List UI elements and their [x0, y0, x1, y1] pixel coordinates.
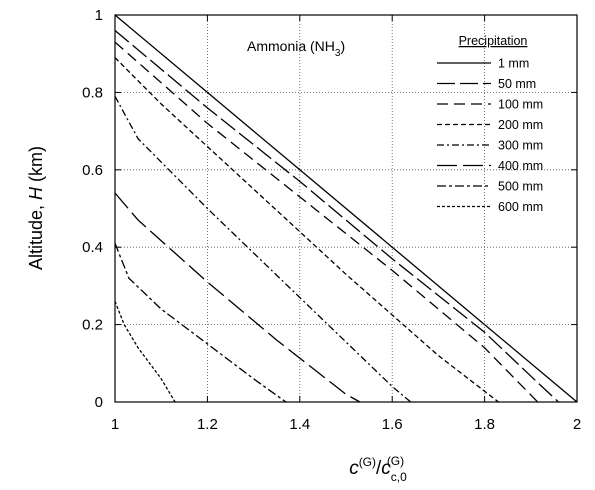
legend-label-1: 1 mm [498, 57, 529, 71]
series-line-7 [114, 243, 287, 403]
x-tick-label: 1.8 [474, 416, 495, 433]
y-tick-label: 0.4 [82, 239, 103, 256]
y-tick-label: 1 [95, 7, 103, 24]
series-group [114, 14, 578, 403]
grid [115, 15, 577, 402]
legend-label-6: 400 mm [498, 159, 543, 173]
x-tick-label: 1.6 [382, 416, 403, 433]
legend-label-4: 200 mm [498, 118, 543, 132]
annotation-close: ) [340, 38, 345, 54]
legend-label-8: 600 mm [498, 200, 543, 214]
y-tick-label: 0 [95, 394, 103, 411]
ticks: 1 1.2 1.4 1.6 1.8 2 0 0.2 0.4 0.6 0.8 1 [82, 7, 581, 433]
series-line-5 [114, 95, 412, 403]
series-line-6 [114, 192, 361, 403]
legend: Precipitation 1 mm 50 mm 100 mm 200 mm 300 m… [437, 34, 543, 214]
series-line-3 [114, 41, 539, 403]
annotation-text: Ammonia (NH [247, 38, 335, 54]
x-tick-label: 1.4 [289, 416, 310, 433]
legend-label-5: 300 mm [498, 139, 543, 153]
x-tick-label: 1.2 [197, 416, 218, 433]
series-line-1 [114, 14, 578, 403]
y-tick-label: 0.2 [82, 317, 103, 334]
legend-title: Precipitation [459, 34, 528, 48]
x-tick-label: 2 [573, 416, 581, 433]
y-axis-title: Altitude, H (km) [26, 146, 46, 270]
x-tick-label: 1 [111, 416, 119, 433]
y-tick-label: 0.8 [82, 84, 103, 101]
series-line-4 [114, 57, 499, 403]
legend-label-3: 100 mm [498, 98, 543, 112]
y-tick-label: 0.6 [82, 162, 103, 179]
x-axis-title: c(G)/cc,0(G) [349, 454, 407, 484]
series-line-2 [114, 30, 559, 403]
chart-annotation: Ammonia (NH3) [247, 38, 345, 59]
legend-label-2: 50 mm [498, 77, 536, 91]
plot-frame [114, 14, 578, 403]
series-line-8 [114, 301, 176, 403]
annotation-subscript: 3 [335, 48, 341, 59]
legend-label-7: 500 mm [498, 180, 543, 194]
